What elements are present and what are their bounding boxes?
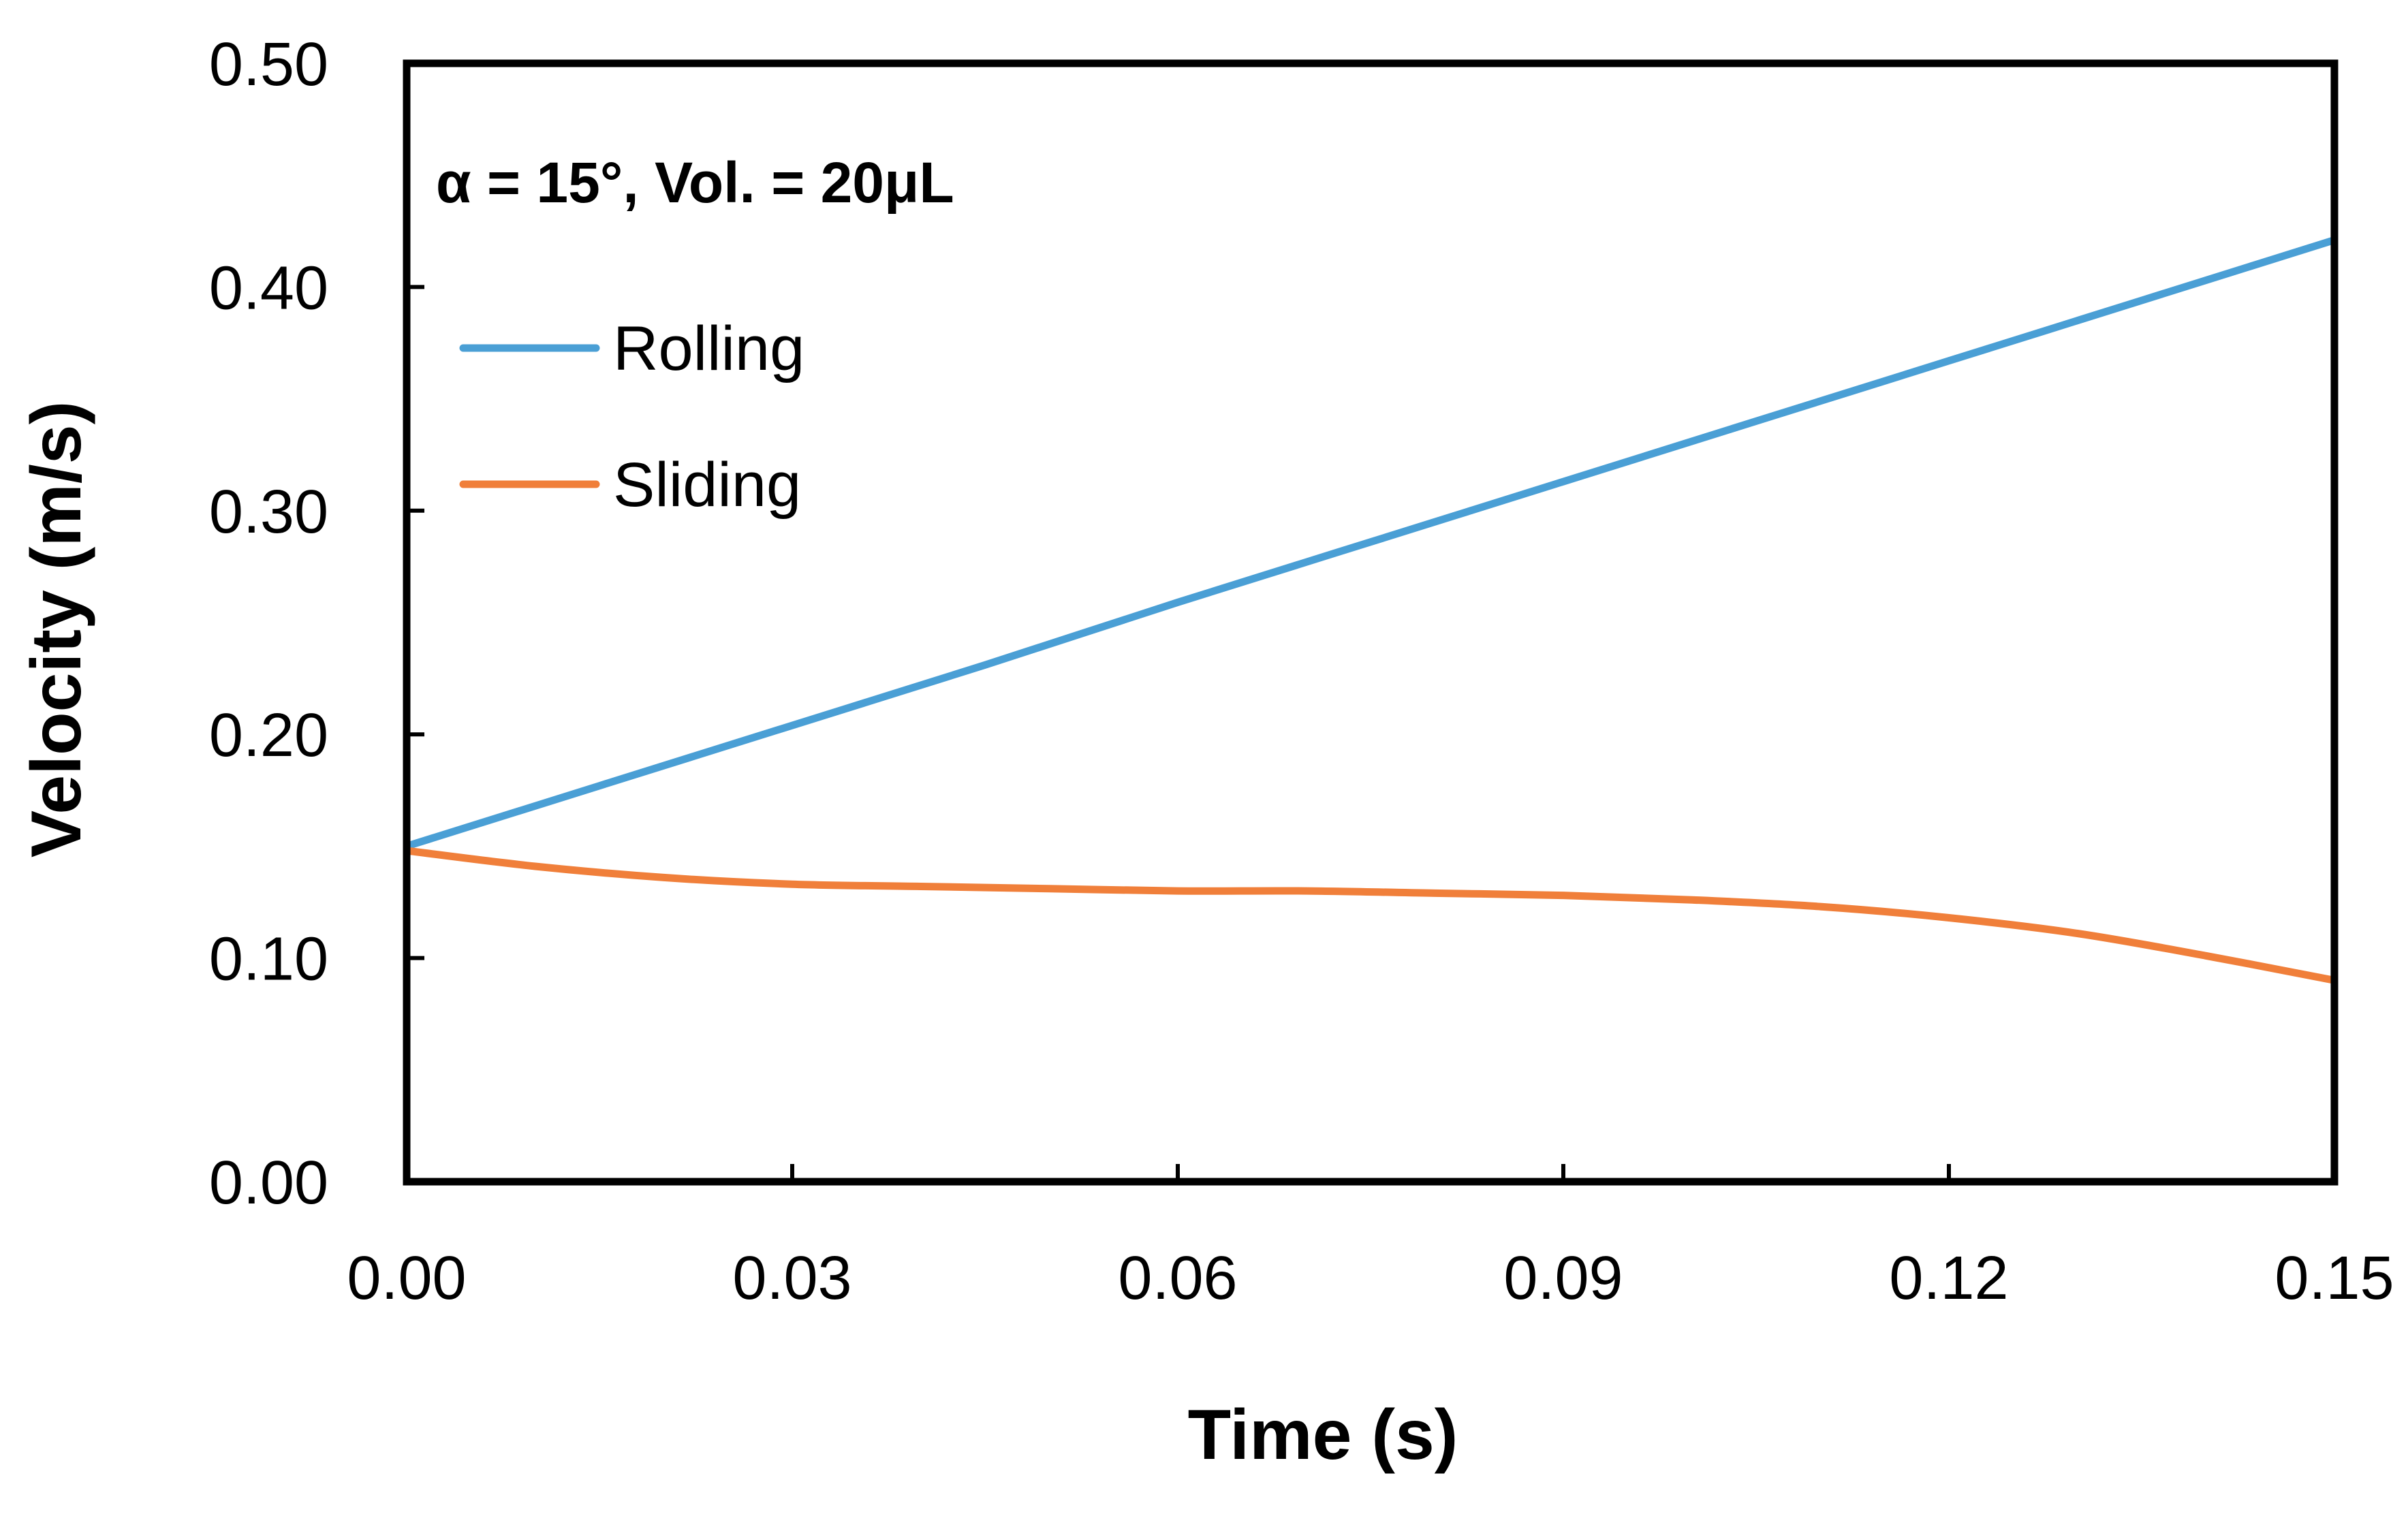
x-tick-label: 0.15 <box>2274 1244 2394 1312</box>
data-series <box>403 236 2339 984</box>
y-tick-label: 0.00 <box>209 1149 328 1217</box>
x-tick-label: 0.00 <box>347 1244 466 1312</box>
legend-label-sliding: Sliding <box>613 450 801 520</box>
legend-label-rolling: Rolling <box>613 314 804 383</box>
x-tick-label: 0.06 <box>1118 1244 1237 1312</box>
x-tick-label: 0.09 <box>1503 1244 1623 1312</box>
tick-labels: 0.00 0.10 0.20 0.30 0.40 0.50 0.00 0.03 0.06 0.09… <box>209 31 2394 1312</box>
x-tick-label: 0.03 <box>732 1244 851 1312</box>
series-line-sliding <box>403 847 2339 984</box>
x-axis-title: Time (s) <box>1188 1396 1458 1475</box>
y-axis-title: Velocity (m/s) <box>17 401 96 857</box>
legend: Rolling Sliding <box>459 314 804 520</box>
chart-annotation: α = 15°, Vol. = 20μL <box>436 151 954 215</box>
y-tick-label: 0.30 <box>209 478 328 546</box>
y-tick-label: 0.50 <box>209 31 328 99</box>
y-tick-label: 0.20 <box>209 702 328 770</box>
series-line-rolling <box>403 236 2339 850</box>
y-tick-label: 0.40 <box>209 254 328 322</box>
x-tick-label: 0.12 <box>1889 1244 2008 1312</box>
plot-area-frame <box>403 59 2339 1186</box>
axis-ticks <box>405 61 2336 1184</box>
y-tick-label: 0.10 <box>209 926 328 994</box>
